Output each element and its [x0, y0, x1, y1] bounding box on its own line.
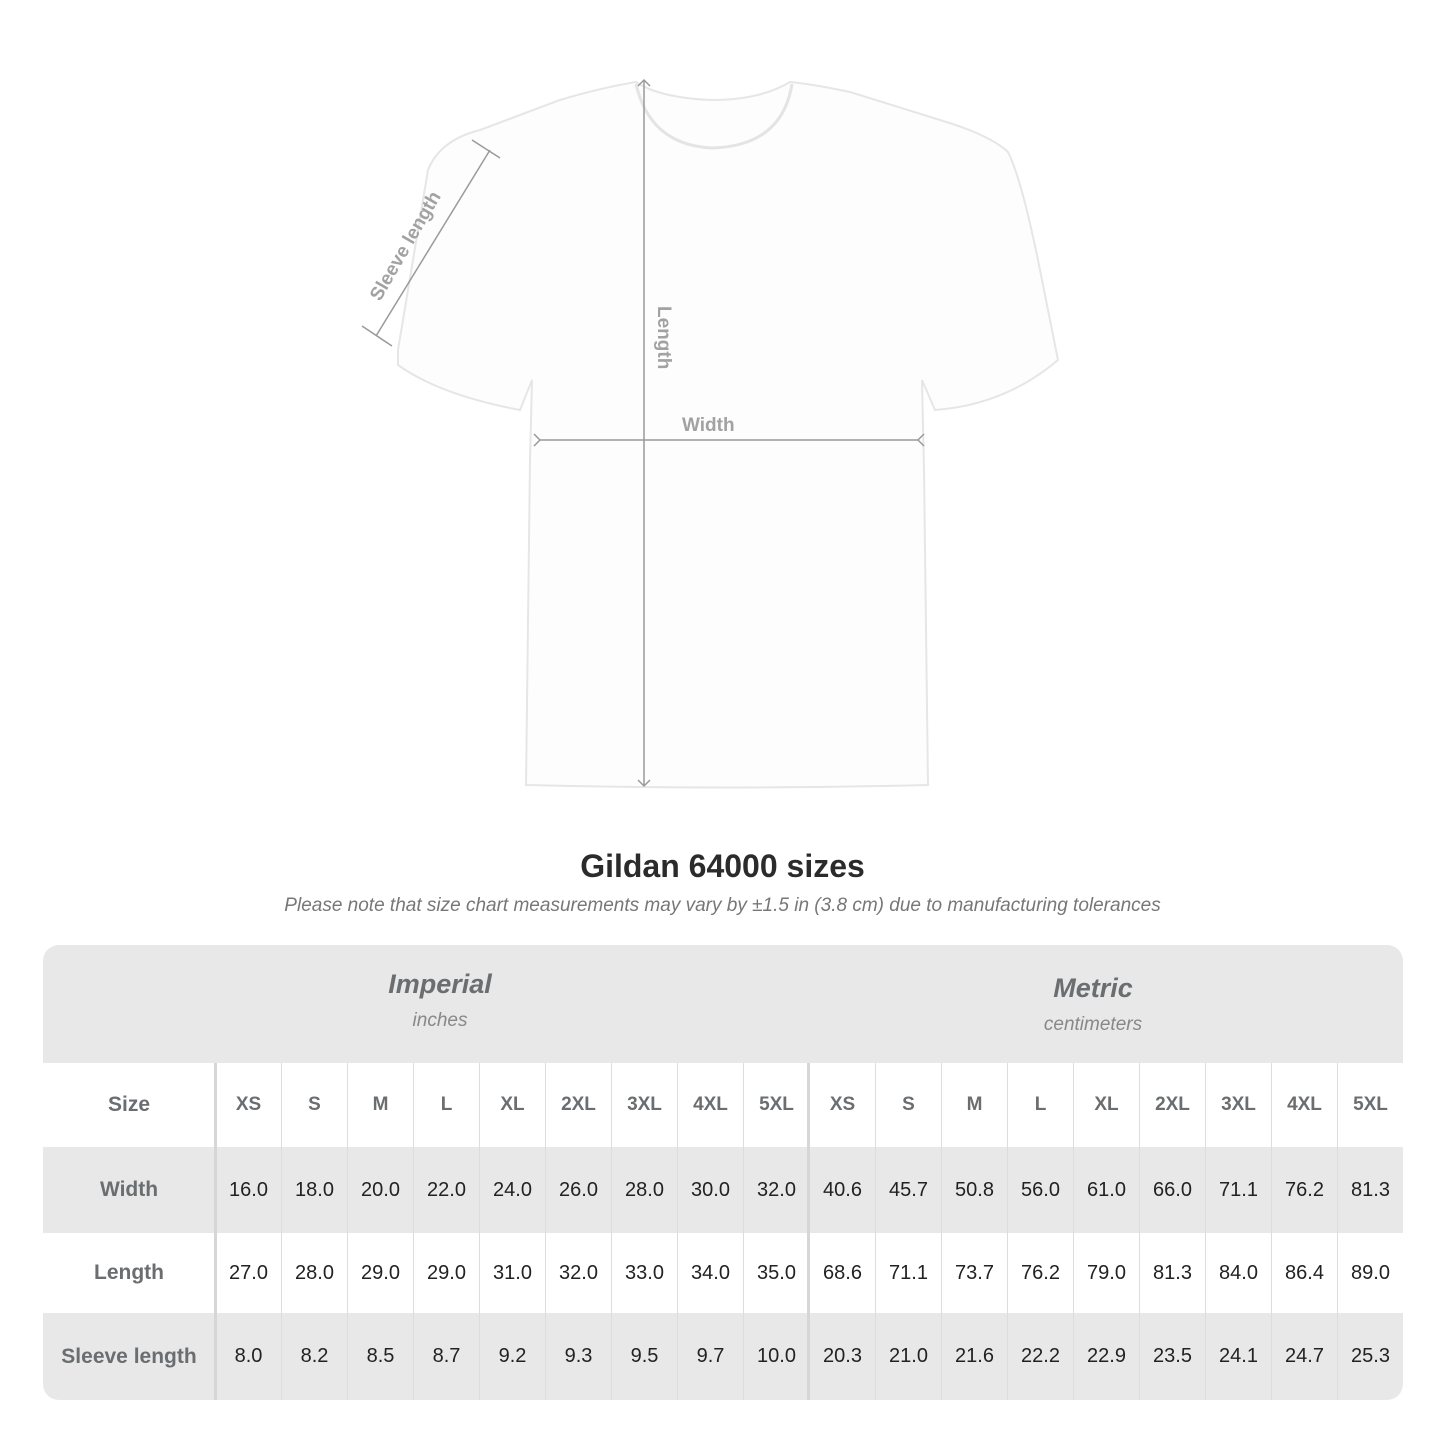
table-row: Width 16.0 18.0 20.0 22.0 24.0 26.0 28.0 30.0 32.… — [43, 1147, 1403, 1233]
value-cell: 29.0 — [413, 1233, 479, 1313]
value-cell: 26.0 — [545, 1147, 611, 1233]
table-header: Imperial inches Metric centimeters — [43, 945, 1403, 1063]
value-cell: 31.0 — [479, 1233, 545, 1313]
value-cell: 79.0 — [1073, 1233, 1139, 1313]
value-cell: 45.7 — [875, 1147, 941, 1233]
value-cell: 28.0 — [611, 1147, 677, 1233]
size-cell: M — [347, 1063, 413, 1147]
value-cell: 9.7 — [677, 1313, 743, 1400]
value-cell: 32.0 — [743, 1147, 809, 1233]
row-label: Sleeve length — [61, 1344, 197, 1368]
value-cell: 25.3 — [1337, 1313, 1403, 1400]
imperial-header: Imperial inches — [215, 969, 665, 1032]
value-cell: 20.3 — [809, 1313, 875, 1400]
value-cell: 81.3 — [1139, 1233, 1205, 1313]
value-cell: 16.0 — [215, 1147, 281, 1233]
row-label: Size — [107, 1093, 151, 1116]
value-cell: 56.0 — [1007, 1147, 1073, 1233]
size-cell: 4XL — [677, 1063, 743, 1147]
metric-title: Metric — [1053, 973, 1133, 1003]
value-cell: 24.1 — [1205, 1313, 1271, 1400]
value-cell: 8.0 — [215, 1313, 281, 1400]
table-row: Length 27.0 28.0 29.0 29.0 31.0 32.0 33.0 34.0 35… — [43, 1233, 1403, 1313]
system-divider — [807, 1063, 810, 1400]
length-label: Length — [653, 306, 674, 369]
label-divider — [214, 1063, 217, 1400]
value-cell: 68.6 — [809, 1233, 875, 1313]
value-cell: 40.6 — [809, 1147, 875, 1233]
value-cell: 24.0 — [479, 1147, 545, 1233]
value-cell: 76.2 — [1271, 1147, 1337, 1233]
value-cell: 8.5 — [347, 1313, 413, 1400]
size-cell: XS — [809, 1063, 875, 1147]
value-cell: 66.0 — [1139, 1147, 1205, 1233]
value-cell: 50.8 — [941, 1147, 1007, 1233]
value-cell: 86.4 — [1271, 1233, 1337, 1313]
value-cell: 27.0 — [215, 1233, 281, 1313]
row-label: Width — [99, 1178, 159, 1201]
value-cell: 32.0 — [545, 1233, 611, 1313]
value-cell: 35.0 — [743, 1233, 809, 1313]
metric-header: Metric centimeters — [868, 973, 1318, 1036]
size-cell: XS — [215, 1063, 281, 1147]
size-cell: 5XL — [743, 1063, 809, 1147]
value-cell: 24.7 — [1271, 1313, 1337, 1400]
sleeve-measure-line — [375, 149, 491, 337]
size-cell: S — [281, 1063, 347, 1147]
size-table: Imperial inches Metric centimeters Size X… — [43, 945, 1403, 1400]
value-cell: 20.0 — [347, 1147, 413, 1233]
value-cell: 73.7 — [941, 1233, 1007, 1313]
value-cell: 22.2 — [1007, 1313, 1073, 1400]
value-cell: 9.5 — [611, 1313, 677, 1400]
value-cell: 23.5 — [1139, 1313, 1205, 1400]
value-cell: 10.0 — [743, 1313, 809, 1400]
width-label: Width — [682, 415, 735, 436]
imperial-unit: inches — [412, 1010, 468, 1031]
value-cell: 33.0 — [611, 1233, 677, 1313]
size-cell: M — [941, 1063, 1007, 1147]
value-cell: 30.0 — [677, 1147, 743, 1233]
value-cell: 8.7 — [413, 1313, 479, 1400]
value-cell: 84.0 — [1205, 1233, 1271, 1313]
table-row: Sleeve length 8.0 8.2 8.5 8.7 9.2 9.3 9.5 9.7 10.… — [43, 1313, 1403, 1400]
size-cell: 3XL — [1205, 1063, 1271, 1147]
value-cell: 21.0 — [875, 1313, 941, 1400]
value-cell: 34.0 — [677, 1233, 743, 1313]
value-cell: 71.1 — [875, 1233, 941, 1313]
size-cell: 5XL — [1337, 1063, 1403, 1147]
value-cell: 28.0 — [281, 1233, 347, 1313]
size-cell: S — [875, 1063, 941, 1147]
value-cell: 21.6 — [941, 1313, 1007, 1400]
tshirt-collar — [634, 83, 794, 150]
size-cell: L — [413, 1063, 479, 1147]
value-cell: 76.2 — [1007, 1233, 1073, 1313]
row-label: Length — [94, 1261, 164, 1284]
value-cell: 22.0 — [413, 1147, 479, 1233]
size-cell: XL — [479, 1063, 545, 1147]
value-cell: 61.0 — [1073, 1147, 1139, 1233]
value-cell: 29.0 — [347, 1233, 413, 1313]
size-cell: 2XL — [1139, 1063, 1205, 1147]
value-cell: 18.0 — [281, 1147, 347, 1233]
metric-unit: centimeters — [1043, 1014, 1143, 1035]
value-cell: 71.1 — [1205, 1147, 1271, 1233]
imperial-title: Imperial — [388, 969, 492, 999]
value-cell: 8.2 — [281, 1313, 347, 1400]
page-title: Gildan 64000 sizes — [580, 848, 865, 884]
size-cell: L — [1007, 1063, 1073, 1147]
size-cell: 2XL — [545, 1063, 611, 1147]
value-cell: 22.9 — [1073, 1313, 1139, 1400]
value-cell: 9.3 — [545, 1313, 611, 1400]
value-cell: 81.3 — [1337, 1147, 1403, 1233]
size-cell: 4XL — [1271, 1063, 1337, 1147]
tshirt-shape — [397, 80, 1060, 789]
tshirt-diagram: Sleeve length Length Width — [361, 78, 1060, 789]
size-header-row: Size XS S M L XL 2XL 3XL 4XL 5XL XS S M L XL 2XL 3XL 4XL 5… — [43, 1063, 1403, 1147]
size-cell: XL — [1073, 1063, 1139, 1147]
value-cell: 9.2 — [479, 1313, 545, 1400]
size-cell: 3XL — [611, 1063, 677, 1147]
value-cell: 89.0 — [1337, 1233, 1403, 1313]
tolerance-note: Please note that size chart measurements… — [284, 895, 1161, 916]
